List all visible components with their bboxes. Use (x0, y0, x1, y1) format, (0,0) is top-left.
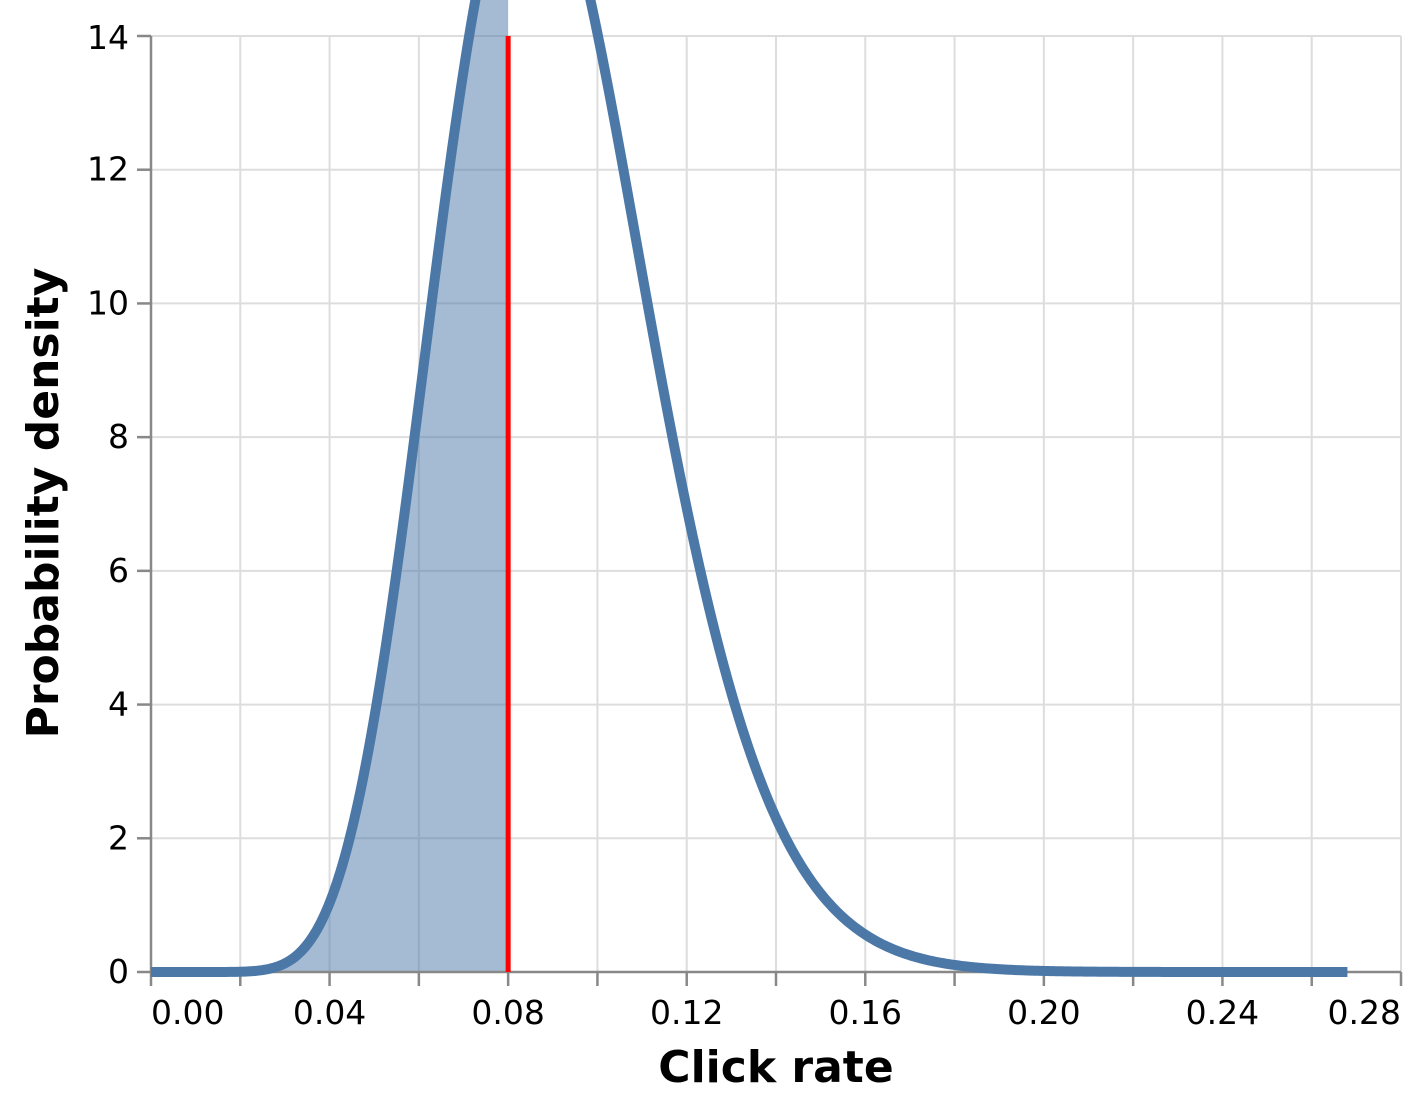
y-tick-label: 6 (108, 551, 129, 590)
y-tick-label: 14 (87, 18, 129, 57)
grid-lines (150, 35, 1402, 973)
x-tick-label: 0.00 (151, 993, 224, 1032)
y-tick-label: 8 (108, 417, 129, 456)
x-tick-label: 0.20 (1007, 993, 1080, 1032)
shaded-area-below-reference (151, 0, 509, 972)
x-tick-label: 0.12 (650, 993, 723, 1032)
y-axis-title: Probability density (18, 268, 69, 739)
x-axis-title: Click rate (658, 1042, 893, 1093)
y-tick-label: 10 (87, 283, 129, 322)
y-tick-labels: 0 2 4 6 8 10 12 14 (87, 18, 129, 991)
x-tick-label: 0.16 (829, 993, 902, 1032)
x-tick-label: 0.08 (471, 993, 544, 1032)
axis-ticks (137, 34, 1403, 986)
y-tick-label: 2 (108, 818, 129, 857)
y-tick-label: 0 (108, 952, 129, 991)
y-tick-label: 12 (87, 150, 129, 189)
x-tick-label: 0.24 (1186, 993, 1259, 1032)
x-tick-labels: 0.00 0.04 0.08 0.12 0.16 0.20 0.24 0.28 (151, 993, 1401, 1032)
x-tick-label: 0.04 (293, 993, 366, 1032)
density-curve (147, 0, 1351, 977)
x-tick-label: 0.28 (1328, 993, 1401, 1032)
y-tick-label: 4 (108, 685, 129, 724)
